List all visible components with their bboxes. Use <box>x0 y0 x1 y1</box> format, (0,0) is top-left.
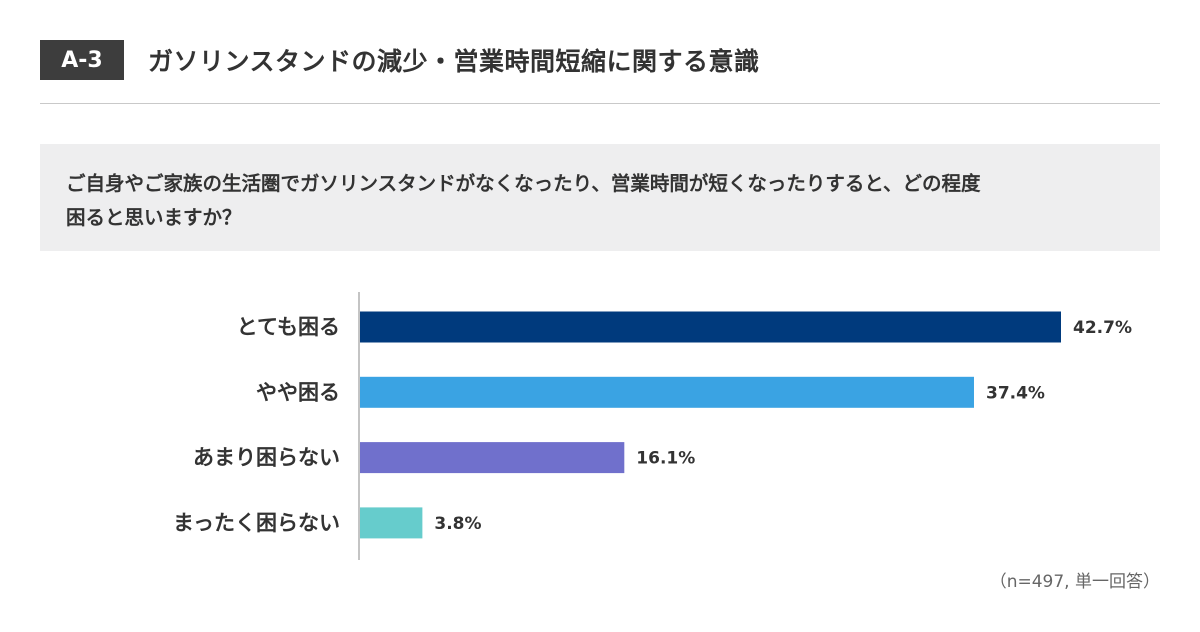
question-box: ご自身やご家族の生活圏でガソリンスタンドがなくなったり、営業時間が短くなったりす… <box>40 144 1160 251</box>
data-label: 37.4% <box>986 383 1045 403</box>
category-label: やや困る <box>256 380 340 404</box>
question-line-1: ご自身やご家族の生活圏でガソリンスタンドがなくなったり、営業時間が短くなったりす… <box>66 172 981 195</box>
chart-title: ガソリンスタンドの減少・営業時間短縮に関する意識 <box>148 47 760 76</box>
data-label: 3.8% <box>434 514 481 534</box>
data-label: 42.7% <box>1073 318 1132 338</box>
chart-header: A-3 ガソリンスタンドの減少・営業時間短縮に関する意識 <box>40 40 760 80</box>
data-label: 16.1% <box>636 449 695 469</box>
category-label: とても困る <box>237 315 340 339</box>
bar <box>360 507 423 539</box>
sample-note: （n=497, 単一回答） <box>989 572 1160 592</box>
bar <box>360 376 974 408</box>
question-line-2: 困ると思いますか？ <box>66 206 242 229</box>
category-label: まったく困らない <box>173 511 340 535</box>
category-label: あまり困らない <box>193 446 340 470</box>
bar <box>360 442 625 474</box>
question-badge: A-3 <box>40 40 124 80</box>
bar <box>360 311 1061 343</box>
title-divider <box>40 103 1160 104</box>
